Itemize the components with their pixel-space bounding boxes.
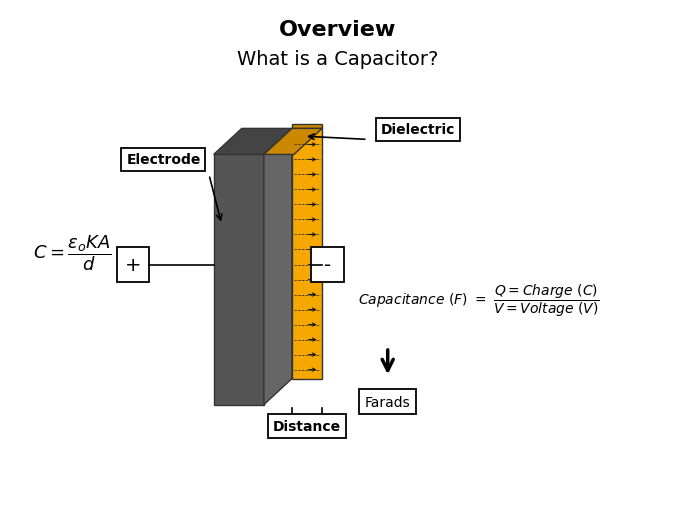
Text: -: - — [324, 256, 331, 275]
Text: Dielectric: Dielectric — [381, 123, 455, 137]
FancyBboxPatch shape — [311, 248, 344, 282]
Text: +: + — [125, 256, 142, 275]
Text: Electrode: Electrode — [126, 153, 200, 167]
Text: $C = \dfrac{\epsilon_o KA}{d}$: $C = \dfrac{\epsilon_o KA}{d}$ — [33, 233, 111, 272]
Text: Overview: Overview — [279, 20, 396, 40]
FancyBboxPatch shape — [117, 248, 149, 282]
Polygon shape — [292, 125, 322, 129]
FancyBboxPatch shape — [214, 155, 264, 405]
Polygon shape — [264, 129, 292, 405]
Polygon shape — [214, 129, 292, 155]
FancyBboxPatch shape — [292, 129, 322, 379]
Text: Farads: Farads — [364, 395, 410, 409]
Text: What is a Capacitor?: What is a Capacitor? — [237, 50, 438, 69]
Polygon shape — [264, 129, 322, 155]
Text: $\mathit{Capacitance\ (F)}\ =\ \dfrac{Q = Charge\ (C)}{V = Voltage\ (V)}$: $\mathit{Capacitance\ (F)}\ =\ \dfrac{Q … — [358, 282, 599, 318]
Text: Distance: Distance — [273, 419, 341, 433]
